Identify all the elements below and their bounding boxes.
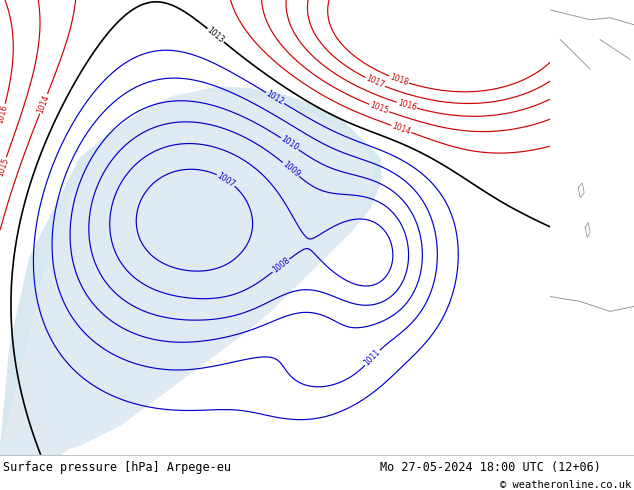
Text: Mo 27-05-2024 18:00 UTC (12+06): Mo 27-05-2024 18:00 UTC (12+06)	[380, 461, 601, 473]
Text: 1014: 1014	[36, 93, 51, 114]
Text: 1017: 1017	[365, 74, 385, 90]
Text: 1015: 1015	[369, 100, 390, 116]
Polygon shape	[0, 92, 375, 455]
Text: © weatheronline.co.uk: © weatheronline.co.uk	[500, 480, 631, 490]
Text: 1018: 1018	[389, 73, 410, 87]
Text: 1014: 1014	[391, 122, 412, 137]
Text: Surface pressure [hPa] Arpege-eu: Surface pressure [hPa] Arpege-eu	[3, 461, 231, 473]
Text: 1010: 1010	[279, 135, 300, 153]
Polygon shape	[0, 87, 380, 455]
Text: 1013: 1013	[205, 26, 226, 45]
Text: 1012: 1012	[264, 89, 285, 107]
Text: 1016: 1016	[396, 98, 417, 113]
Text: 1007: 1007	[216, 171, 236, 189]
Text: 1016: 1016	[0, 103, 10, 124]
Text: 1015: 1015	[0, 157, 10, 178]
Text: 1009: 1009	[281, 160, 301, 179]
Text: 1008: 1008	[271, 256, 292, 275]
Text: 1011: 1011	[363, 348, 382, 368]
